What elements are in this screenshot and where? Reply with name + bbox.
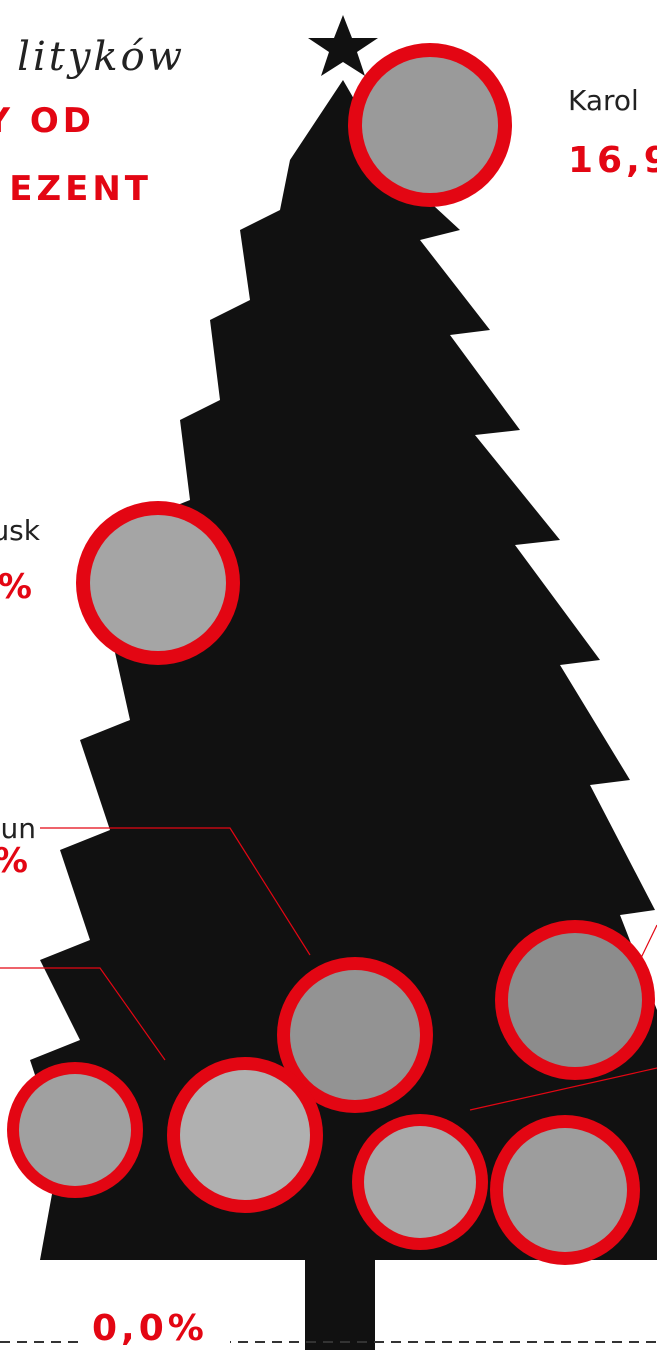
person-value: % <box>0 841 32 881</box>
person-value: 16,9 <box>568 140 657 181</box>
infographic-canvas: lityków Y OD EZENT Karol 16,9 usk % un %… <box>0 0 657 1350</box>
person-name: Karol <box>568 84 639 117</box>
headline-line: EZENT <box>9 169 152 209</box>
baseline-label: 0,0% <box>92 1308 208 1349</box>
portrait <box>7 1062 143 1198</box>
portrait <box>495 920 655 1080</box>
portrait <box>348 43 512 207</box>
person-value: % <box>0 567 36 607</box>
portrait <box>167 1057 323 1213</box>
headline-line: Y OD <box>0 101 95 141</box>
title-fragment: lityków <box>17 34 185 80</box>
person-name: usk <box>0 514 41 547</box>
infographic: lityków Y OD EZENT Karol 16,9 usk % un %… <box>0 0 657 1350</box>
portrait <box>490 1115 640 1265</box>
portrait <box>76 501 240 665</box>
portrait <box>352 1114 488 1250</box>
